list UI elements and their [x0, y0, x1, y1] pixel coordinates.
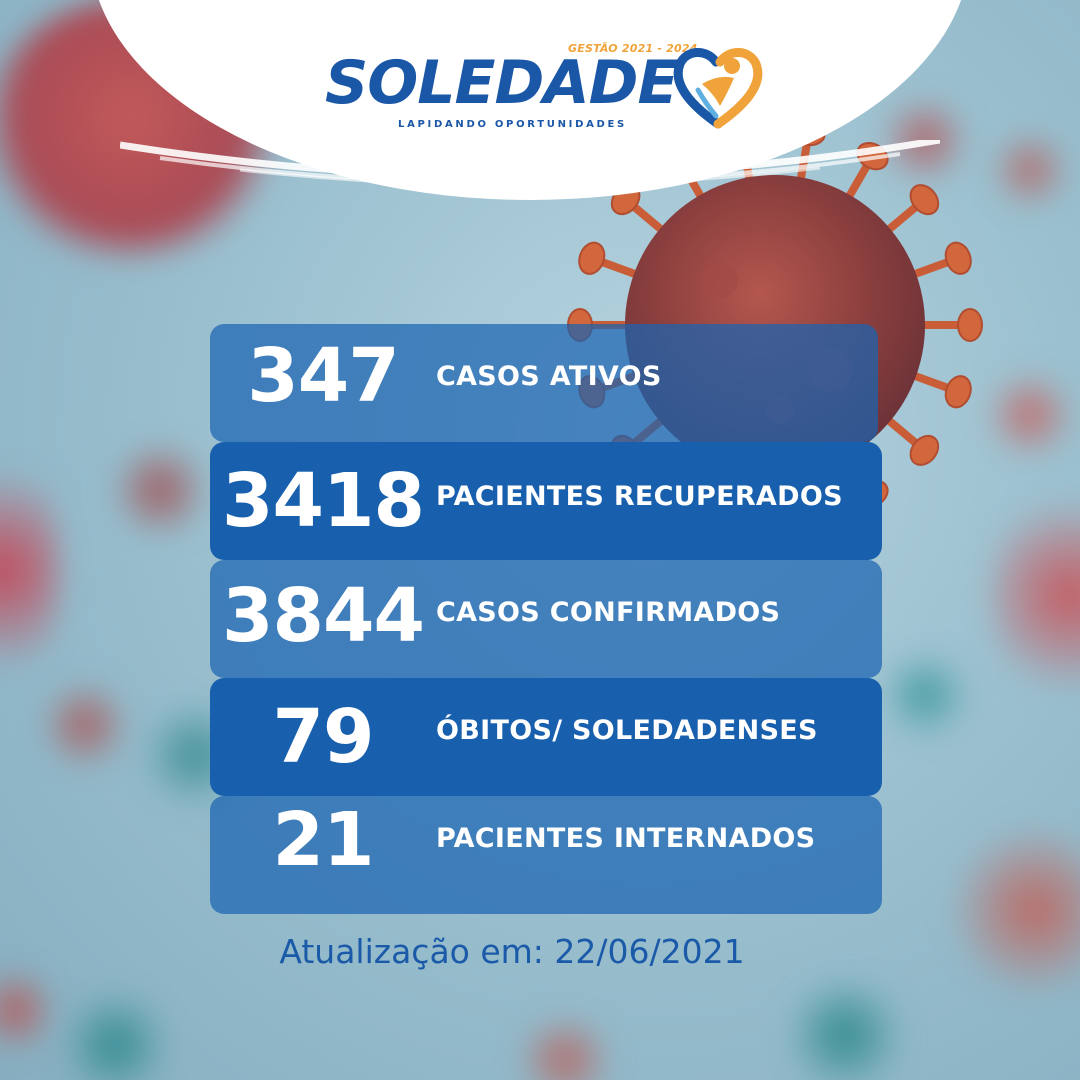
virus-spike-tip: [944, 375, 972, 409]
blurred-virus: [110, 440, 210, 540]
stat-label: CASOS ATIVOS: [436, 360, 662, 392]
brush-stroke-decoration: [120, 140, 940, 188]
blurred-virus: [510, 1020, 620, 1080]
virus-spike-tip: [944, 241, 972, 275]
blurred-virus: [985, 370, 1075, 460]
stat-label: PACIENTES RECUPERADOS: [436, 480, 843, 512]
stat-confirmed: 3844 CASOS CONFIRMADOS: [210, 560, 882, 678]
brand-tagline: LAPIDANDO OPORTUNIDADES: [398, 119, 627, 130]
stat-value: 3418: [222, 458, 425, 544]
heart-person-icon: [673, 48, 763, 129]
update-date: Atualização em: 22/06/2021: [279, 932, 745, 971]
stat-value: 347: [247, 333, 399, 419]
term-label: GESTÃO 2021 - 2024: [568, 42, 698, 55]
covid-stats-panel: 347 CASOS ATIVOS 3418 PACIENTES RECUPERA…: [210, 324, 882, 914]
stat-label: CASOS CONFIRMADOS: [436, 596, 781, 628]
virus-spike-tip: [909, 184, 940, 216]
virus-spike-tip: [957, 308, 983, 342]
stat-active-cases: 347 CASOS ATIVOS: [210, 324, 878, 442]
blurred-virus: [990, 130, 1070, 210]
virus-spike-tip: [578, 241, 606, 275]
blurred-virus: [0, 960, 50, 1060]
blurred-virus: [60, 990, 170, 1080]
blurred-virus: [0, 440, 60, 700]
blurred-virus: [880, 650, 970, 740]
brand-wordmark: SOLEDADE: [325, 48, 678, 118]
stat-label: ÓBITOS/ SOLEDADENSES: [436, 714, 818, 746]
stat-value: 79: [272, 694, 375, 780]
stat-recovered: 3418 PACIENTES RECUPERADOS: [210, 442, 882, 560]
stat-value: 3844: [222, 573, 425, 659]
stat-deaths: 79 ÓBITOS/ SOLEDADENSES: [210, 678, 882, 796]
virus-spike-tip: [909, 434, 940, 466]
stat-hospitalized: 21 PACIENTES INTERNADOS: [210, 796, 882, 914]
blurred-virus: [950, 820, 1080, 1000]
blurred-virus: [40, 680, 130, 770]
blurred-virus: [780, 980, 910, 1080]
stat-label: PACIENTES INTERNADOS: [436, 822, 816, 854]
stat-value: 21: [272, 797, 375, 883]
